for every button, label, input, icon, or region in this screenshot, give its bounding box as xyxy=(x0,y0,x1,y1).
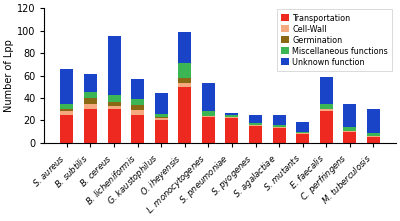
Bar xyxy=(131,99,144,105)
Bar xyxy=(320,111,333,143)
Bar xyxy=(273,128,286,143)
Bar xyxy=(320,77,333,104)
Bar xyxy=(273,115,286,125)
Bar xyxy=(155,114,168,117)
Y-axis label: Number of Lpp: Number of Lpp xyxy=(4,39,14,112)
Legend: Transportation, Cell-Wall, Germination, Miscellaneous functions, Unknown functio: Transportation, Cell-Wall, Germination, … xyxy=(277,10,392,71)
Bar xyxy=(155,93,168,114)
Bar xyxy=(249,115,262,123)
Bar xyxy=(155,117,168,118)
Bar xyxy=(108,106,120,109)
Bar xyxy=(226,117,238,118)
Bar xyxy=(202,117,215,143)
Bar xyxy=(249,125,262,126)
Bar xyxy=(131,105,144,110)
Bar xyxy=(108,95,120,103)
Bar xyxy=(84,98,97,104)
Bar xyxy=(60,111,74,115)
Bar xyxy=(249,123,262,125)
Bar xyxy=(84,109,97,143)
Bar xyxy=(367,136,380,137)
Bar xyxy=(131,115,144,143)
Bar xyxy=(108,36,120,95)
Bar xyxy=(60,115,74,143)
Bar xyxy=(343,132,356,143)
Bar xyxy=(367,109,380,133)
Bar xyxy=(273,127,286,128)
Bar xyxy=(178,32,191,63)
Bar xyxy=(108,103,120,106)
Bar xyxy=(178,87,191,143)
Bar xyxy=(296,134,309,143)
Bar xyxy=(178,63,191,78)
Bar xyxy=(320,109,333,111)
Bar xyxy=(226,118,238,143)
Bar xyxy=(320,104,333,109)
Bar xyxy=(226,112,238,115)
Bar xyxy=(296,122,309,132)
Bar xyxy=(155,118,168,120)
Bar xyxy=(60,104,74,109)
Bar xyxy=(155,120,168,143)
Bar xyxy=(84,104,97,109)
Bar xyxy=(84,92,97,98)
Bar xyxy=(202,83,215,111)
Bar xyxy=(84,74,97,92)
Bar xyxy=(367,137,380,143)
Bar xyxy=(273,125,286,127)
Bar xyxy=(249,126,262,143)
Bar xyxy=(367,133,380,136)
Bar xyxy=(60,69,74,104)
Bar xyxy=(296,132,309,133)
Bar xyxy=(60,109,74,111)
Bar xyxy=(343,131,356,132)
Bar xyxy=(178,83,191,87)
Bar xyxy=(343,127,356,131)
Bar xyxy=(178,78,191,83)
Bar xyxy=(202,116,215,117)
Bar xyxy=(202,111,215,116)
Bar xyxy=(131,110,144,115)
Bar xyxy=(296,133,309,134)
Bar xyxy=(108,109,120,143)
Bar xyxy=(226,115,238,117)
Bar xyxy=(131,79,144,99)
Bar xyxy=(343,104,356,127)
